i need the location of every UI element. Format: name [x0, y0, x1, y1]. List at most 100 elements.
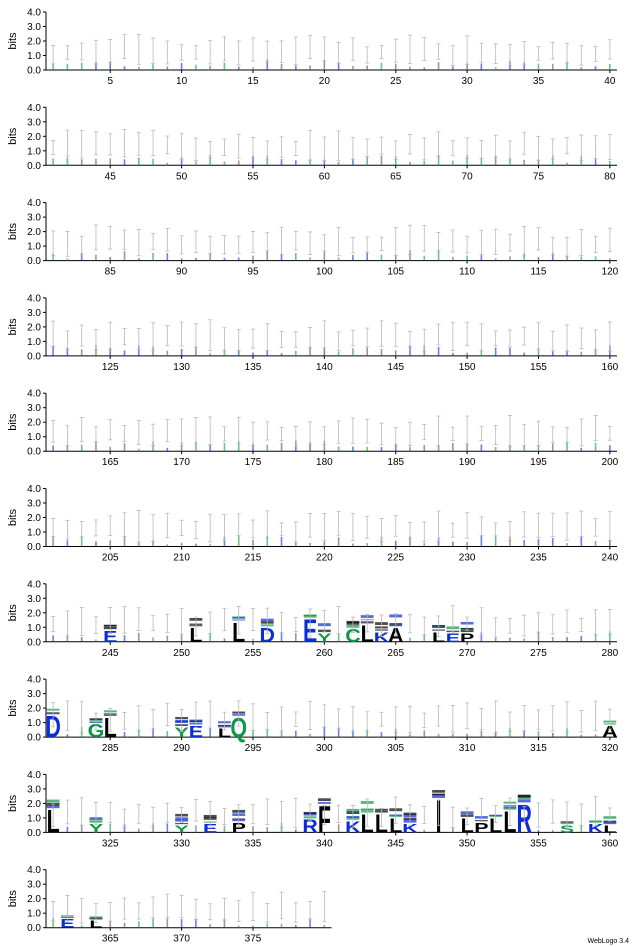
- x-tick-label: 225: [387, 553, 404, 564]
- y-axis-label: bits: [7, 890, 19, 908]
- x-tick-label: 100: [316, 267, 333, 278]
- x-tick-label: 215: [245, 553, 262, 564]
- logo-stack-135: [252, 352, 254, 356]
- logo-stack-142: [352, 348, 354, 356]
- logo-stack-95: [252, 255, 254, 261]
- logo-minor-stack: [460, 629, 474, 633]
- logo-stack-9: [166, 66, 169, 70]
- y-tick-label: 3.0: [27, 308, 41, 319]
- logo-stack-11: [195, 64, 197, 70]
- y-tick-label: 4.0: [27, 484, 41, 495]
- logo-stack-375: [252, 925, 254, 928]
- logo-stack-74: [523, 159, 526, 166]
- y-tick-label: 0.0: [27, 733, 41, 744]
- logo-stack-277: [566, 637, 568, 642]
- y-tick-label: 3.0: [27, 403, 41, 414]
- logo-stack-21: [337, 63, 340, 70]
- logo-stack-239: [594, 540, 597, 547]
- logo-stack-193: [509, 444, 511, 452]
- logo-stack-66: [409, 161, 411, 166]
- logo-stack-187: [423, 444, 426, 452]
- x-tick-label: 105: [387, 267, 404, 278]
- logo-stack-113: [509, 256, 511, 261]
- y-tick-label: 0.0: [27, 351, 41, 362]
- y-tick-label: 4.0: [27, 389, 41, 400]
- logo-letter-264: K: [374, 629, 389, 645]
- logo-stack-174: [237, 440, 240, 452]
- logo-stack-51: [195, 161, 197, 166]
- logo-stack-208: [152, 540, 154, 547]
- logo-stack-121: [52, 345, 54, 356]
- x-tick-label: 200: [602, 457, 619, 468]
- x-tick-label: 150: [459, 362, 476, 373]
- logo-letter-345: L: [389, 815, 402, 837]
- logo-stack-197: [566, 441, 568, 452]
- x-tick-label: 185: [387, 457, 404, 468]
- y-tick-label: 2.0: [27, 227, 41, 238]
- logo-stack-379: [309, 918, 311, 928]
- logo-stack-151: [480, 349, 483, 356]
- y-tick-label: 3.0: [27, 689, 41, 700]
- y-tick-label: 4.0: [27, 8, 41, 19]
- logo-stack-326: [123, 823, 126, 833]
- x-tick-label: 75: [533, 171, 545, 182]
- x-tick-label: 305: [387, 743, 404, 754]
- logo-stack-109: [452, 256, 454, 261]
- logo-stack-311: [480, 730, 483, 738]
- logo-stack-198: [580, 447, 583, 452]
- x-tick-label: 110: [459, 267, 475, 278]
- logo-stack-44: [95, 158, 97, 166]
- x-tick-label: 130: [173, 362, 190, 373]
- logo-minor-stack: [317, 802, 331, 804]
- logo-stack-90: [180, 258, 183, 261]
- logo-stack-123: [80, 349, 83, 356]
- y-tick-label: 3.0: [27, 22, 41, 33]
- logo-letter-357: S: [560, 823, 574, 834]
- x-tick-label: 55: [247, 171, 259, 182]
- logo-stack-61: [337, 162, 340, 166]
- logo-stack-45: [109, 158, 112, 166]
- logo-stack-175: [252, 443, 254, 452]
- logo-stack-50: [180, 157, 183, 166]
- x-tick-label: 135: [245, 362, 262, 373]
- x-tick-label: 290: [173, 743, 190, 754]
- y-tick-label: 0.0: [27, 923, 41, 934]
- logo-stack-43: [80, 159, 83, 166]
- logo-stack-191: [480, 444, 483, 452]
- y-tick-label: 3.0: [27, 499, 41, 510]
- logo-stack-279: [594, 633, 597, 642]
- logo-stack-377: [280, 923, 283, 928]
- logo-stack-333: [223, 825, 226, 833]
- logo-stack-253: [223, 638, 226, 642]
- logo-stack-231: [480, 535, 483, 547]
- logo-stack-218: [295, 542, 297, 547]
- logo-stack-96: [266, 250, 269, 261]
- logo-stack-376: [266, 923, 269, 928]
- logo-stack-249: [166, 635, 169, 642]
- logo-stack-86: [123, 251, 126, 261]
- logo-stack-370: [180, 918, 183, 928]
- y-tick-label: 3.0: [27, 594, 41, 605]
- logo-stack-308: [437, 733, 440, 738]
- logo-stack-306: [409, 733, 411, 738]
- logo-stack-22: [352, 65, 354, 70]
- logo-stack-58: [295, 160, 297, 166]
- x-tick-label: 20: [319, 76, 331, 87]
- logo-stack-118: [580, 256, 583, 261]
- logo-stack-188: [437, 444, 440, 452]
- x-tick-label: 260: [316, 648, 333, 659]
- logo-stack-145: [394, 350, 397, 356]
- logo-stack-199: [594, 442, 597, 452]
- x-tick-label: 230: [459, 553, 476, 564]
- weblogo-credit: WebLogo 3.4: [587, 938, 629, 945]
- logo-stack-363: [80, 925, 83, 928]
- logo-stack-170: [180, 442, 183, 452]
- logo-stack-75: [537, 159, 540, 166]
- logo-stack-76: [551, 155, 554, 166]
- logo-minor-stack: [517, 796, 531, 800]
- logo-stack-18: [295, 65, 297, 70]
- logo-stack-217: [280, 536, 283, 547]
- logo-stack-266: [409, 637, 411, 642]
